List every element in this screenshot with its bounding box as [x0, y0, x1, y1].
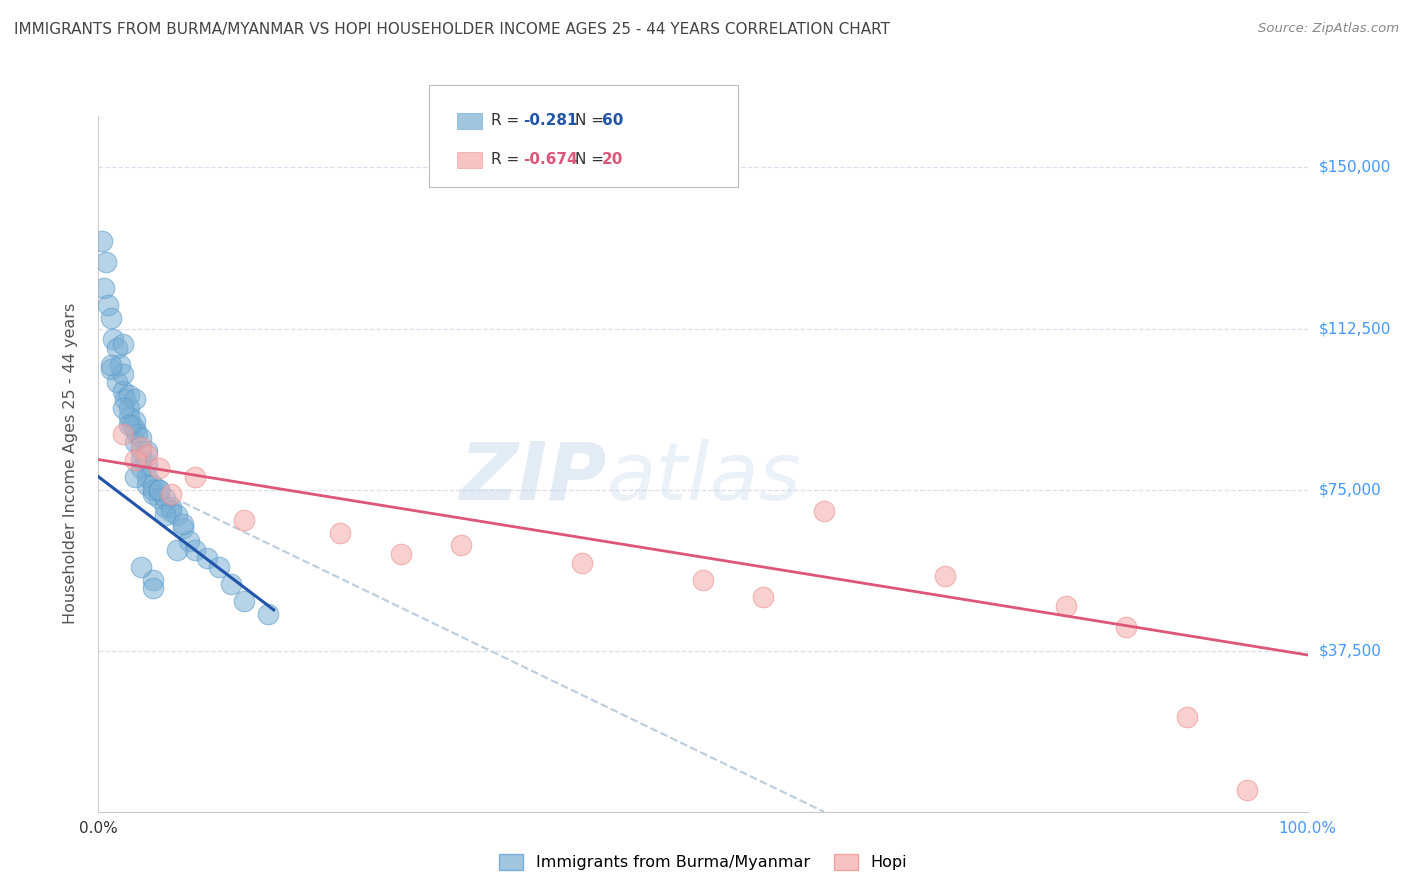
Point	[135, 469, 157, 483]
Point	[124, 422, 146, 436]
Point	[111, 336, 134, 351]
Point	[232, 513, 254, 527]
Point	[813, 504, 835, 518]
Point	[118, 388, 141, 402]
Point	[160, 500, 183, 514]
Point	[100, 362, 122, 376]
Point	[105, 341, 128, 355]
Point	[329, 525, 352, 540]
Point	[1236, 783, 1258, 797]
Text: -0.281: -0.281	[523, 113, 578, 128]
Text: $150,000: $150,000	[1319, 160, 1391, 175]
Point	[256, 607, 278, 622]
Point	[153, 508, 176, 523]
Text: atlas: atlas	[606, 439, 801, 516]
Point	[142, 487, 165, 501]
Text: -0.674: -0.674	[523, 153, 578, 168]
Point	[752, 590, 775, 604]
Text: $75,000: $75,000	[1319, 482, 1382, 497]
Point	[135, 448, 157, 462]
Point	[148, 483, 170, 497]
Point	[124, 469, 146, 483]
Point	[114, 392, 136, 407]
Point	[160, 504, 183, 518]
Point	[101, 332, 124, 346]
Point	[166, 508, 188, 523]
Point	[1175, 710, 1198, 724]
Point	[148, 491, 170, 506]
Text: Source: ZipAtlas.com: Source: ZipAtlas.com	[1258, 22, 1399, 36]
Point	[108, 358, 131, 372]
Point	[160, 487, 183, 501]
Point	[142, 483, 165, 497]
Point	[94, 255, 117, 269]
Point	[129, 461, 152, 475]
Point	[1054, 599, 1077, 613]
Point	[179, 534, 201, 549]
Point	[135, 478, 157, 492]
Point	[111, 426, 134, 441]
Point	[153, 491, 176, 506]
Point	[184, 469, 207, 483]
Point	[571, 556, 593, 570]
Point	[1115, 620, 1137, 634]
Point	[232, 594, 254, 608]
Point	[97, 298, 120, 312]
Point	[142, 582, 165, 596]
Point	[124, 452, 146, 467]
Legend: Immigrants from Burma/Myanmar, Hopi: Immigrants from Burma/Myanmar, Hopi	[492, 847, 914, 877]
Text: 20: 20	[602, 153, 623, 168]
Point	[153, 500, 176, 514]
Point	[105, 376, 128, 390]
Point	[184, 542, 207, 557]
Point	[129, 452, 152, 467]
Point	[121, 418, 143, 433]
Point	[142, 478, 165, 492]
Point	[195, 551, 218, 566]
Point	[118, 418, 141, 433]
Point	[135, 444, 157, 458]
Y-axis label: Householder Income Ages 25 - 44 years: Householder Income Ages 25 - 44 years	[63, 303, 77, 624]
Point	[93, 281, 115, 295]
Point	[124, 392, 146, 407]
Text: ZIP: ZIP	[458, 439, 606, 516]
Point	[389, 547, 412, 561]
Point	[111, 401, 134, 415]
Point	[221, 577, 243, 591]
Text: N =: N =	[575, 153, 609, 168]
Point	[166, 542, 188, 557]
Point	[127, 426, 149, 441]
Point	[172, 516, 194, 531]
Point	[124, 414, 146, 428]
Point	[148, 461, 170, 475]
Text: $112,500: $112,500	[1319, 321, 1391, 336]
Point	[934, 568, 956, 582]
Point	[135, 457, 157, 471]
Point	[124, 435, 146, 450]
Point	[129, 440, 152, 454]
Point	[91, 234, 114, 248]
Text: R =: R =	[491, 153, 524, 168]
Point	[111, 384, 134, 398]
Text: N =: N =	[575, 113, 609, 128]
Text: $37,500: $37,500	[1319, 643, 1382, 658]
Point	[148, 483, 170, 497]
Point	[118, 409, 141, 424]
Text: R =: R =	[491, 113, 524, 128]
Point	[172, 521, 194, 535]
Point	[142, 573, 165, 587]
Point	[100, 310, 122, 325]
Point	[208, 560, 231, 574]
Point	[118, 401, 141, 415]
Point	[692, 573, 714, 587]
Text: IMMIGRANTS FROM BURMA/MYANMAR VS HOPI HOUSEHOLDER INCOME AGES 25 - 44 YEARS CORR: IMMIGRANTS FROM BURMA/MYANMAR VS HOPI HO…	[14, 22, 890, 37]
Point	[100, 358, 122, 372]
Point	[450, 538, 472, 552]
Point	[129, 444, 152, 458]
Point	[111, 367, 134, 381]
Point	[129, 431, 152, 445]
Text: 60: 60	[602, 113, 623, 128]
Point	[129, 560, 152, 574]
